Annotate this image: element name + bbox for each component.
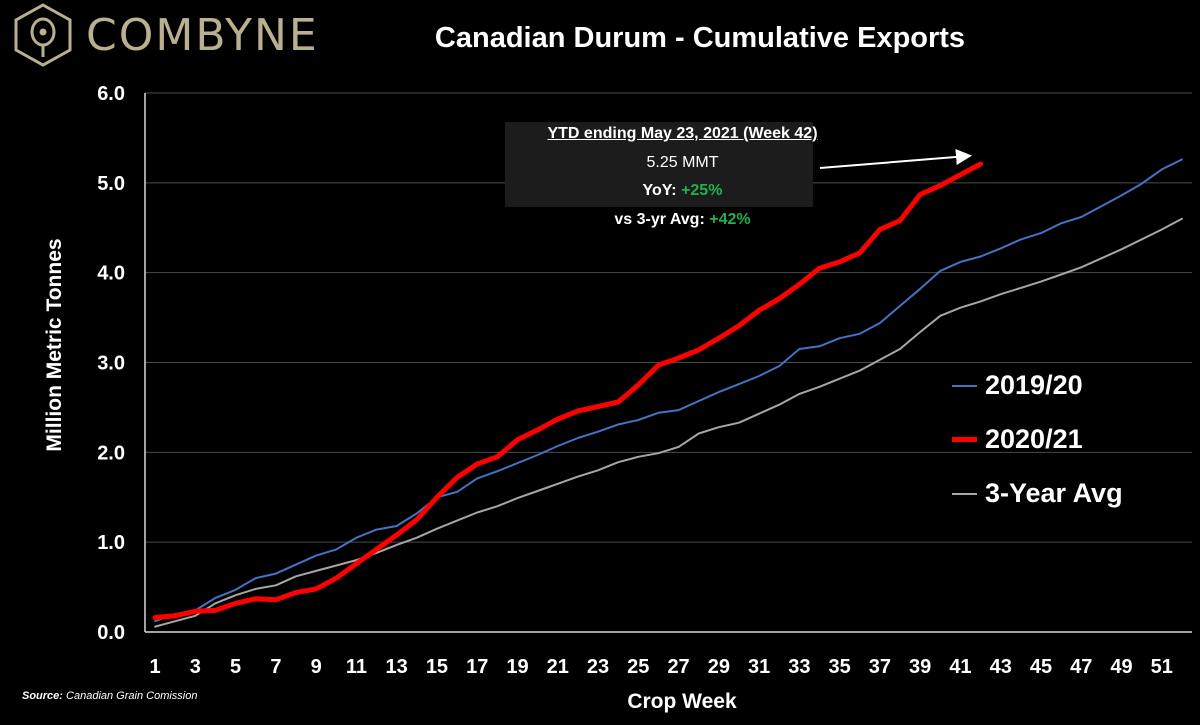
hexagon-logo-icon	[14, 3, 72, 67]
source-label: Source:	[22, 690, 63, 702]
source-text: Canadian Grain Comission	[62, 690, 198, 702]
annotation-box	[505, 122, 813, 207]
x-tick-label: 17	[466, 656, 488, 678]
x-tick-label: 23	[587, 656, 609, 678]
x-tick-label: 9	[311, 656, 322, 678]
x-tick-label: 3	[190, 656, 201, 678]
series-lines	[152, 158, 1183, 628]
x-tick-label: 11	[346, 656, 367, 678]
legend-label-2020-21: 2020/21	[985, 424, 1083, 454]
logo-text: COMBYNE	[86, 9, 319, 61]
legend-swatch-3-year-avg	[952, 492, 977, 495]
x-tick-label: 35	[829, 656, 851, 678]
x-tick-label: 45	[1030, 656, 1052, 678]
x-tick-labels: 1 3 5 7 9 11 13 15 17 19 21 23 25 27 29 31 33 35 37 39 41 43 4…	[150, 656, 1173, 678]
y-tick-label: 5.0	[97, 173, 125, 195]
annotation-total: 5.25 MMT	[646, 154, 719, 171]
y-tick-label: 0.0	[97, 622, 125, 644]
x-tick-label: 37	[869, 656, 891, 678]
series-line-3-year-avg	[154, 217, 1183, 628]
x-tick-label: 1	[150, 656, 161, 678]
annotation-vs-avg: vs 3-yr Avg: +42%	[505, 211, 860, 229]
x-tick-label: 29	[708, 656, 730, 678]
annotation-yoy-value: +25%	[681, 182, 723, 199]
legend-item-2019-20: 2019/20	[952, 370, 1083, 401]
x-tick-label: 49	[1110, 656, 1132, 678]
annotation-yoy: YoY: +25%	[505, 182, 860, 200]
x-tick-label: 41	[949, 656, 971, 678]
legend-item-2020-21: 2020/21	[952, 424, 1083, 455]
x-tick-label: 13	[386, 656, 408, 678]
x-tick-label: 5	[230, 656, 241, 678]
x-tick-label: 19	[506, 656, 528, 678]
y-tick-label: 6.0	[97, 83, 125, 105]
y-tick-label: 2.0	[97, 442, 125, 464]
legend-swatch-2020-21	[952, 437, 977, 442]
source-note: Source: Canadian Grain Comission	[22, 690, 197, 702]
x-tick-label: 47	[1070, 656, 1092, 678]
axes	[144, 93, 1192, 633]
arrow-line	[819, 148, 972, 169]
legend-item-3-year-avg: 3-Year Avg	[952, 478, 1123, 509]
annotation-arrow	[819, 148, 972, 169]
y-axis-label: Million Metric Tonnes	[43, 238, 66, 452]
x-tick-label: 39	[909, 656, 931, 678]
combyne-logo: COMBYNE	[12, 2, 319, 68]
legend-label-3-year-avg: 3-Year Avg	[985, 478, 1123, 508]
x-axis-label: Crop Week	[627, 690, 737, 713]
series-line-2020-21	[152, 161, 984, 621]
series-line-2019-20	[154, 158, 1183, 623]
x-tick-label: 51	[1151, 656, 1173, 678]
annotation-vs-avg-value: +42%	[709, 211, 751, 228]
x-tick-label: 43	[990, 656, 1012, 678]
annotation-title: YTD ending May 23, 2021 (Week 42)	[547, 125, 818, 142]
chart-title: Canadian Durum - Cumulative Exports	[434, 22, 966, 54]
legend-swatch-2019-20	[952, 384, 977, 387]
x-tick-label: 33	[788, 656, 810, 678]
x-tick-label: 15	[426, 656, 448, 678]
x-tick-label: 31	[748, 656, 770, 678]
y-tick-label: 4.0	[97, 263, 125, 285]
x-tick-label: 27	[667, 656, 689, 678]
y-tick-label: 3.0	[97, 353, 125, 375]
annotation-vs-avg-label: vs 3-yr Avg:	[614, 211, 710, 228]
y-tick-labels: 0.0 1.0 2.0 3.0 4.0 5.0 6.0	[97, 83, 125, 644]
x-tick-label: 25	[627, 656, 649, 678]
annotation-yoy-label: YoY:	[642, 182, 682, 199]
legend-label-2019-20: 2019/20	[985, 370, 1083, 400]
x-tick-label: 21	[547, 656, 569, 678]
x-tick-label: 7	[270, 656, 281, 678]
y-tick-label: 1.0	[97, 532, 125, 554]
